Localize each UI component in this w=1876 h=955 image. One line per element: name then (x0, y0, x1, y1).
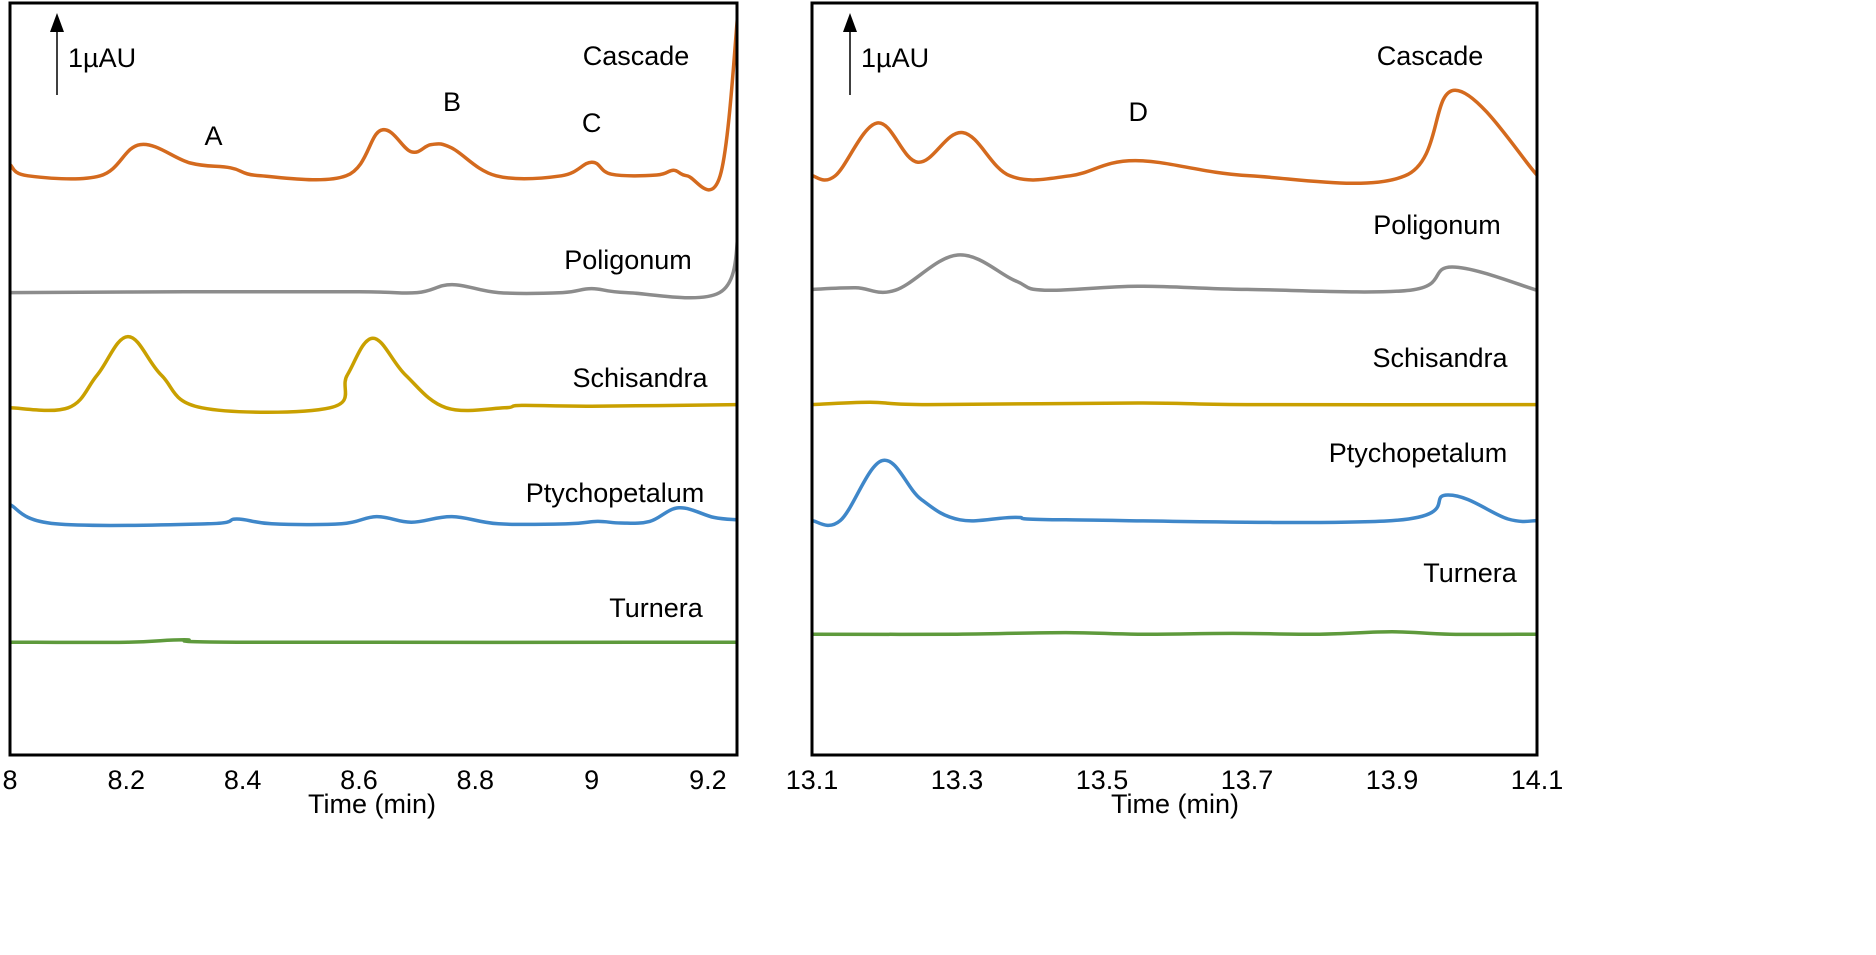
x-tick-label: 8 (2, 765, 17, 795)
series-label-schisandra: Schisandra (572, 363, 708, 393)
scale-bar-label: 1µAU (68, 43, 136, 73)
x-axis-label: Time (min) (308, 789, 436, 819)
series-line-poligonum (812, 253, 1537, 295)
series-line-turnera (10, 638, 737, 645)
arrow-up-icon (843, 13, 857, 32)
series-line-schisandra (812, 400, 1537, 407)
series-line-cascade (812, 88, 1537, 186)
x-tick-label: 13.3 (931, 765, 984, 795)
x-tick-label: 9.2 (689, 765, 727, 795)
series-label-poligonum: Poligonum (1373, 210, 1501, 240)
series-label-ptychopetalum: Ptychopetalum (526, 478, 705, 508)
x-tick-label: 13.7 (1221, 765, 1274, 795)
series-label-turnera: Turnera (1423, 558, 1518, 588)
series-line-cascade (10, 3, 737, 192)
series-label-cascade: Cascade (1377, 41, 1484, 71)
series-label-cascade: Cascade (583, 41, 690, 71)
series-label-schisandra: Schisandra (1372, 343, 1508, 373)
series-label-poligonum: Poligonum (564, 245, 692, 275)
peak-label: B (443, 87, 461, 117)
x-tick-label: 14.1 (1511, 765, 1564, 795)
x-tick-label: 8.4 (224, 765, 262, 795)
peak-label: D (1129, 97, 1149, 127)
series-label-ptychopetalum: Ptychopetalum (1329, 438, 1508, 468)
plot-frame (810, 1, 1539, 757)
x-tick-label: 9 (584, 765, 599, 795)
series-line-schisandra (10, 334, 737, 414)
x-tick-label: 13.9 (1366, 765, 1419, 795)
x-tick-label: 13.1 (786, 765, 839, 795)
series-line-ptychopetalum (10, 502, 737, 528)
arrow-up-icon (50, 13, 64, 32)
series-line-ptychopetalum (812, 458, 1537, 528)
series-line-poligonum (10, 229, 737, 300)
chart-panel-2: Cascade Poligonum Schisandra Ptychopetalum T… (786, 1, 1564, 819)
x-axis-label: Time (min) (1111, 789, 1239, 819)
peak-label: A (205, 121, 223, 151)
peak-label: C (582, 108, 602, 138)
x-tick-label: 8.2 (108, 765, 146, 795)
x-tick-label: 8.8 (457, 765, 495, 795)
series-label-turnera: Turnera (609, 593, 704, 623)
chart-panel-1: Cascade Poligonum Schisandra Ptychopetalum T… (2, 1, 739, 819)
scale-bar-label: 1µAU (861, 43, 929, 73)
x-tick-label: 13.5 (1076, 765, 1129, 795)
x-tick-label: 8.6 (340, 765, 378, 795)
series-line-turnera (812, 630, 1537, 637)
plot-frame (8, 1, 739, 757)
